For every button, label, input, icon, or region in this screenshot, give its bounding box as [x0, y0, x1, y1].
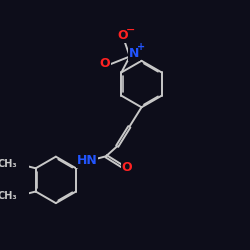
Text: O: O	[118, 29, 128, 42]
Text: O: O	[122, 162, 132, 174]
Text: +: +	[137, 42, 145, 52]
Text: CH₃: CH₃	[0, 159, 18, 169]
Text: CH₃: CH₃	[0, 191, 18, 201]
Text: −: −	[126, 25, 135, 35]
Text: N: N	[128, 47, 139, 60]
Text: HN: HN	[76, 154, 97, 167]
Text: O: O	[99, 57, 110, 70]
